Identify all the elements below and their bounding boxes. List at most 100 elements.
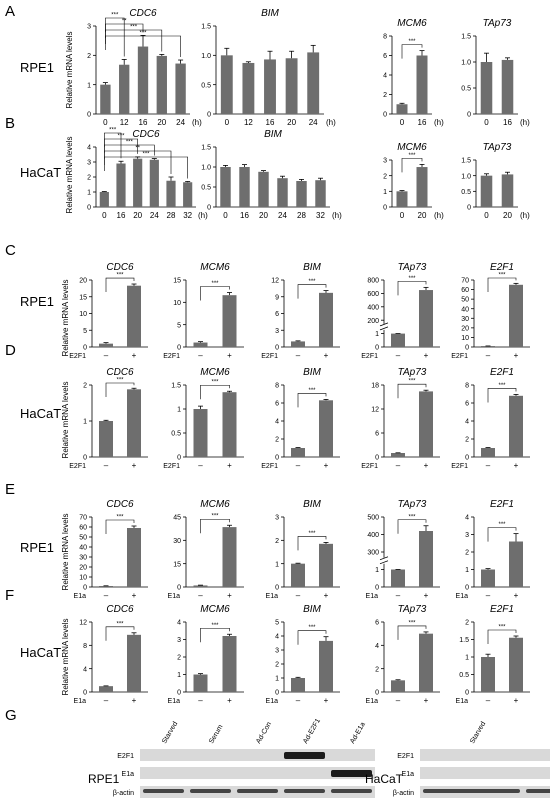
- blot-strip: [420, 749, 550, 761]
- y-tick-label: 1: [275, 676, 279, 683]
- significance-bracket: [397, 383, 427, 399]
- bar: [222, 636, 237, 692]
- chart-title: CDC6: [106, 262, 134, 273]
- chart-A-tap73: 0 0.5 1.0 1.5 TAp73 0 16 (h): [461, 18, 530, 127]
- row-label-rpe1: RPE1: [20, 294, 54, 309]
- significance-mark: ***: [130, 25, 138, 31]
- x-axis-label: E2F1: [163, 353, 180, 360]
- y-tick-label: 1: [83, 419, 87, 426]
- y-tick-label: 0: [375, 585, 379, 592]
- bar: [480, 62, 493, 114]
- y-tick-label: 0.5: [461, 189, 471, 196]
- x-tick-label: –: [198, 351, 203, 360]
- x-tick-label: +: [324, 696, 329, 705]
- blot-band: [143, 789, 184, 793]
- axis-break-gap: [380, 323, 388, 330]
- chart-title: CDC6: [129, 8, 157, 19]
- x-tick-label: 0: [223, 211, 228, 220]
- x-axis-label: E1a: [456, 698, 469, 705]
- significance-bracket: [105, 35, 181, 58]
- significance-bracket: [401, 158, 423, 173]
- chart-title: TAp73: [398, 367, 427, 378]
- x-axis-label: E1a: [74, 698, 87, 705]
- blot-cell-label: RPE1: [88, 772, 120, 786]
- y-tick-label: 2: [465, 437, 469, 444]
- x-axis-label: E2F1: [451, 353, 468, 360]
- bar: [319, 400, 333, 457]
- bar: [116, 163, 126, 207]
- significance-mark: ***: [116, 515, 124, 521]
- bar: [416, 167, 428, 207]
- y-tick-label: 0: [83, 585, 87, 592]
- y-tick-label: 0: [177, 690, 181, 697]
- chart-E-cdc6: 0 10 20 30 40 50 60 70 CDC6 – + E1a ***: [74, 499, 148, 600]
- x-axis-label: E1a: [168, 593, 181, 600]
- y-tick-label: 20: [79, 565, 87, 572]
- significance-mark: ***: [408, 620, 416, 626]
- bar: [509, 541, 523, 587]
- bar: [183, 182, 193, 207]
- significance-bracket: [487, 629, 517, 644]
- bar: [419, 633, 433, 692]
- bar: [481, 657, 495, 692]
- x-tick-label: +: [227, 696, 232, 705]
- bar: [319, 640, 333, 692]
- chart-D-tap73: 0 6 12 18 TAp73 – + E2F1 ***: [361, 367, 440, 470]
- y-tick-label: 60: [461, 287, 469, 294]
- significance-mark: ***: [117, 134, 125, 140]
- bar: [277, 178, 288, 207]
- y-tick-label: 20: [461, 325, 469, 332]
- y-tick-label: 1.0: [201, 53, 211, 60]
- bar: [291, 678, 305, 692]
- x-tick-label: +: [227, 591, 232, 600]
- x-tick-label: –: [486, 351, 491, 360]
- y-tick-label: 0: [275, 455, 279, 462]
- significance-bracket: [487, 527, 517, 542]
- x-tick-label: 0: [225, 118, 230, 127]
- blot-band: [331, 789, 372, 793]
- y-tick-label: 500: [367, 515, 379, 522]
- blot-rpe1: Starved Serum Ad-Con Ad-E2F1 Ad-E1a E2F1 E1a β-…: [113, 717, 375, 798]
- x-tick-label: 28: [167, 211, 176, 220]
- x-tick-label: –: [198, 696, 203, 705]
- panel-letter-A: A: [5, 3, 15, 20]
- y-tick-label: 1.5: [201, 145, 211, 152]
- x-unit-label: (h): [332, 211, 342, 220]
- blot-strip: [420, 767, 550, 779]
- x-tick-label: +: [324, 351, 329, 360]
- blot-row-label: β-actin: [393, 790, 414, 797]
- bar: [291, 563, 305, 587]
- x-tick-label: 20: [157, 118, 166, 127]
- significance-mark: ***: [111, 13, 119, 19]
- y-tick-label: 400: [367, 532, 379, 539]
- y-tick-label: 0.5: [459, 672, 469, 679]
- significance-mark: ***: [126, 140, 134, 146]
- y-tick-label: 1.5: [461, 158, 471, 165]
- x-tick-label: 12: [244, 118, 253, 127]
- blot-row-label: E1a: [122, 771, 135, 778]
- y-tick-label: 18: [371, 383, 379, 390]
- chart-title: TAp73: [483, 142, 512, 153]
- y-tick-label: 200: [367, 318, 379, 325]
- significance-mark: ***: [139, 31, 147, 37]
- y-tick-label: 12: [271, 278, 279, 285]
- y-tick-label: 30: [173, 538, 181, 545]
- y-tick-label: 4: [375, 643, 379, 650]
- row-label-hacat: HaCaT: [20, 406, 61, 421]
- y-tick-label: 0: [383, 205, 387, 212]
- lane-label: Ad-E1a: [349, 721, 367, 745]
- bar: [127, 389, 141, 457]
- chart-title: TAp73: [398, 604, 427, 615]
- x-axis-label: E2F1: [361, 353, 378, 360]
- y-tick-label: 300: [367, 550, 379, 557]
- bar: [220, 167, 231, 207]
- significance-bracket: [487, 388, 517, 403]
- bar: [149, 159, 159, 207]
- significance-mark: ***: [408, 276, 416, 282]
- chart-F-mcm6: 0 1 2 3 4 MCM6 – + E1a ***: [168, 604, 244, 705]
- x-tick-label: 0: [484, 211, 489, 220]
- lane-label: Serum: [208, 723, 224, 745]
- bar: [501, 59, 514, 114]
- x-tick-label: –: [296, 461, 301, 470]
